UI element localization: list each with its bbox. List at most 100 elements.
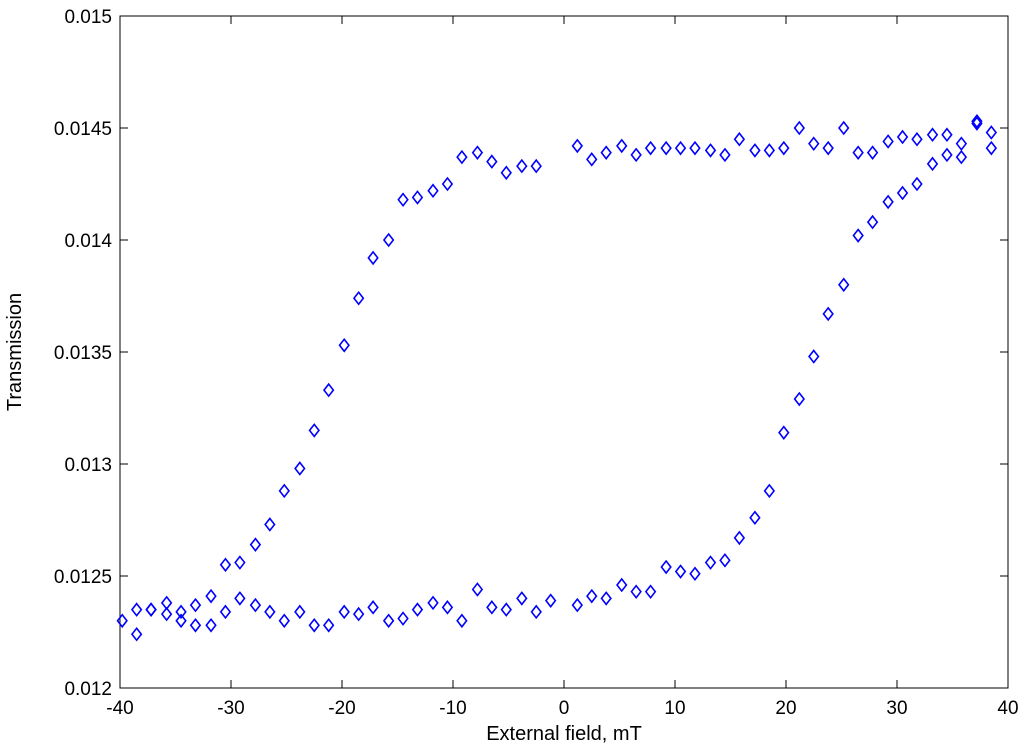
data-point	[278, 613, 290, 629]
data-point	[397, 611, 409, 626]
data-point	[838, 277, 850, 293]
data-point	[674, 564, 687, 579]
data-point	[516, 591, 528, 606]
data-point	[985, 125, 998, 140]
data-point	[294, 604, 306, 620]
data-point	[500, 165, 512, 181]
y-tick-label: 0.013	[64, 455, 112, 476]
data-point	[294, 461, 306, 476]
data-point	[234, 591, 246, 606]
data-point	[571, 597, 584, 613]
data-point	[571, 138, 584, 154]
data-point	[616, 577, 628, 593]
data-point	[441, 176, 454, 192]
data-point	[749, 510, 761, 526]
x-tick-label: 20	[775, 698, 796, 719]
data-point	[322, 617, 335, 633]
data-point	[689, 140, 701, 156]
data-point	[763, 143, 776, 158]
data-point	[941, 127, 953, 143]
data-point	[719, 553, 731, 568]
data-point	[660, 140, 672, 156]
data-point	[234, 555, 246, 570]
data-point	[530, 604, 542, 620]
data-point	[219, 604, 232, 620]
data-point	[367, 250, 379, 266]
data-point	[160, 595, 173, 611]
data-point	[427, 595, 439, 611]
data-point	[530, 158, 542, 174]
data-point	[778, 140, 790, 156]
data-point	[733, 530, 746, 546]
data-point	[660, 559, 672, 575]
data-point	[441, 600, 454, 615]
y-tick-label: 0.0125	[54, 567, 112, 588]
data-point	[486, 600, 498, 615]
data-point	[882, 194, 894, 210]
y-tick-label: 0.012	[64, 679, 112, 700]
data-point	[411, 602, 424, 617]
data-point	[382, 232, 395, 248]
data-point	[160, 606, 173, 622]
data-point	[352, 606, 365, 622]
data-point	[600, 591, 612, 606]
data-point	[456, 149, 468, 165]
data-point	[674, 140, 687, 156]
data-point	[733, 131, 746, 147]
data-point	[471, 582, 484, 597]
data-point	[544, 593, 557, 608]
data-point	[205, 588, 217, 604]
y-tick-label: 0.014	[64, 231, 112, 252]
data-point	[971, 116, 983, 131]
x-axis-title: External field, mT	[486, 723, 642, 745]
data-point	[896, 185, 909, 201]
x-axis: -40 -30 -20 -10 0 10 20 30 40	[106, 16, 1019, 719]
data-point	[500, 602, 512, 617]
data-point	[896, 129, 909, 145]
x-tick-label: 30	[886, 698, 907, 719]
data-point	[822, 306, 834, 322]
data-point	[175, 613, 187, 629]
x-tick-label: -10	[439, 698, 466, 719]
data-point	[630, 147, 642, 163]
y-axis-title: Transmission	[4, 293, 26, 411]
data-point	[367, 600, 379, 615]
data-point	[882, 134, 894, 149]
data-point	[852, 145, 864, 160]
data-point	[427, 183, 439, 199]
data-point	[130, 602, 143, 617]
data-point	[322, 382, 335, 398]
data-point	[516, 158, 528, 174]
data-point	[778, 425, 790, 440]
data-point	[145, 602, 157, 617]
data-point	[793, 120, 806, 136]
data-point	[822, 140, 834, 156]
data-point	[689, 566, 701, 582]
data-point	[644, 584, 657, 599]
data-point	[985, 140, 998, 156]
data-point	[808, 349, 820, 364]
data-point	[397, 192, 409, 207]
data-point	[852, 228, 864, 243]
data-point	[264, 517, 276, 532]
y-tick-label: 0.0145	[54, 119, 112, 140]
data-point	[911, 131, 923, 147]
data-point	[719, 147, 731, 163]
data-point	[338, 337, 350, 353]
data-point	[763, 483, 776, 499]
data-point	[808, 136, 820, 151]
x-tick-label: -20	[328, 698, 355, 719]
data-point	[308, 617, 320, 633]
y-tick-label: 0.0135	[54, 343, 112, 364]
data-point	[338, 604, 350, 620]
data-point	[205, 617, 217, 633]
x-tick-label: 0	[559, 698, 570, 719]
data-point	[308, 423, 320, 438]
data-point	[704, 143, 717, 158]
x-tick-label: -40	[106, 698, 133, 719]
data-point	[600, 145, 612, 160]
x-tick-label: -30	[217, 698, 244, 719]
data-point	[926, 156, 939, 172]
plot-area	[119, 15, 1009, 689]
